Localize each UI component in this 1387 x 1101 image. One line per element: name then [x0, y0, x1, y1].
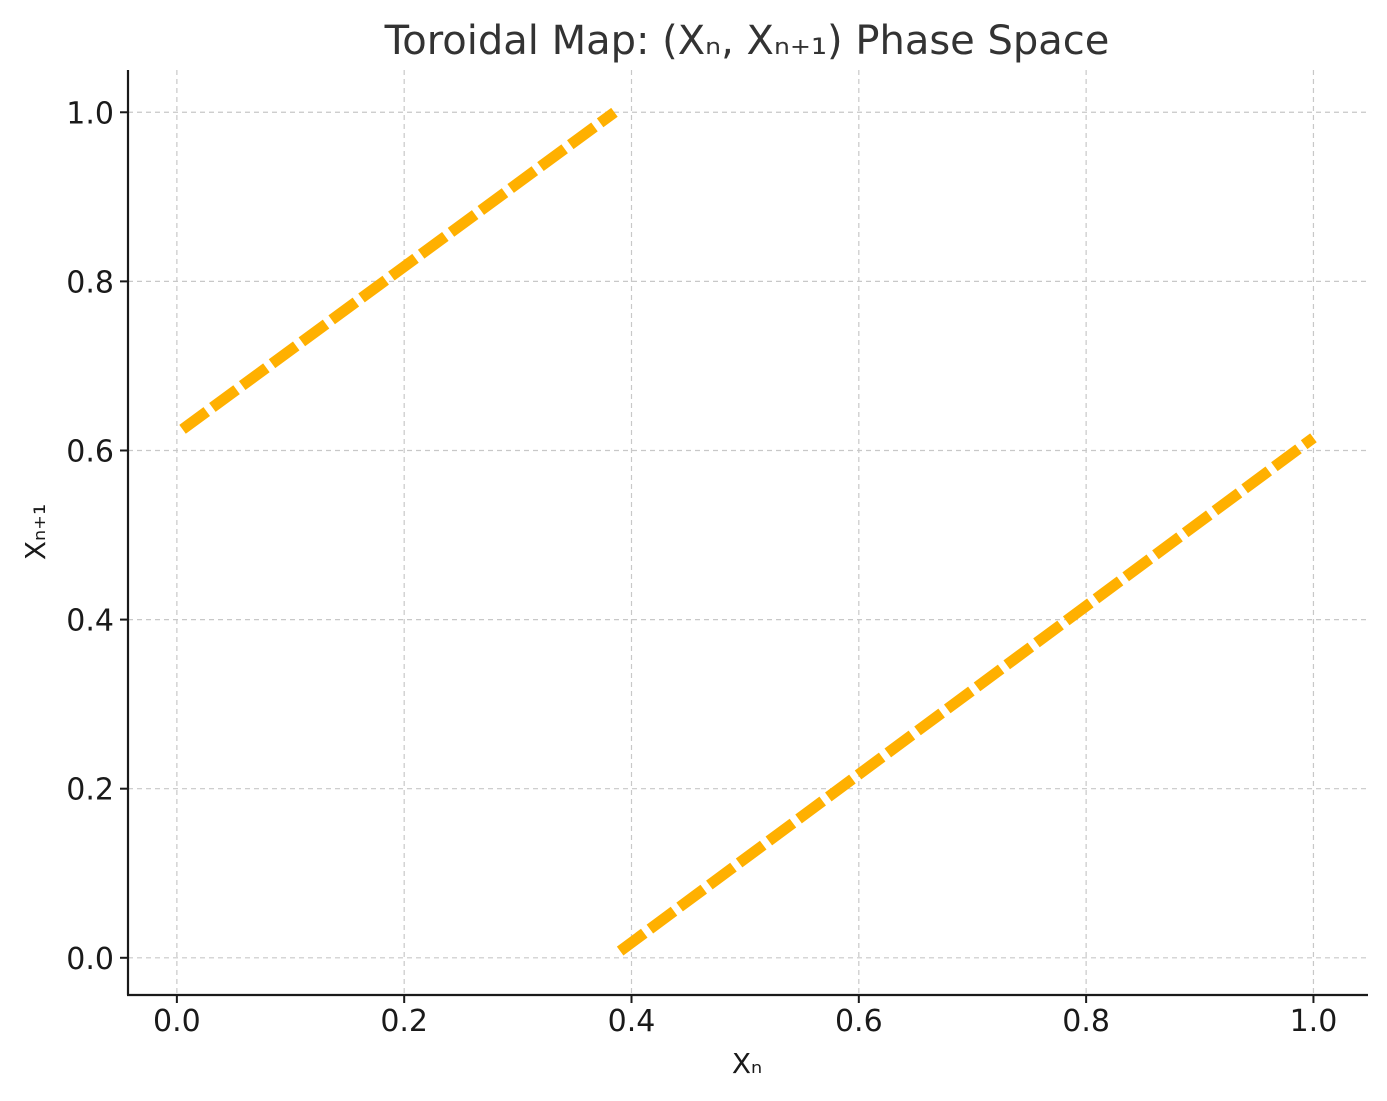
grid — [128, 70, 1368, 995]
x-axis-label: Xₙ — [732, 1047, 762, 1080]
chart-title: Toroidal Map: (Xₙ, Xₙ₊₁) Phase Space — [384, 18, 1110, 64]
y-tick-label: 0.6 — [66, 434, 114, 469]
x-tick-label: 0.0 — [153, 1004, 201, 1039]
x-tick-label: 1.0 — [1290, 1004, 1338, 1039]
axes — [126, 70, 1368, 997]
x-ticks: 0.0 0.2 0.4 0.6 0.8 1.0 — [153, 995, 1337, 1039]
x-tick-label: 0.2 — [380, 1004, 428, 1039]
y-tick-label: 0.2 — [66, 773, 114, 808]
series-segment-1 — [179, 107, 618, 434]
series-layer — [179, 107, 1317, 956]
y-tick-label: 1.0 — [66, 96, 114, 131]
series-segment-2 — [616, 433, 1317, 956]
y-axis-label: Xₙ₊₁ — [19, 504, 52, 560]
x-tick-label: 0.6 — [835, 1004, 883, 1039]
x-tick-label: 0.4 — [608, 1004, 656, 1039]
y-tick-label: 0.4 — [66, 604, 114, 639]
y-tick-label: 0.8 — [66, 265, 114, 300]
y-tick-label: 0.0 — [66, 942, 114, 977]
x-tick-label: 0.8 — [1062, 1004, 1110, 1039]
y-ticks: 0.0 0.2 0.4 0.6 0.8 1.0 — [66, 96, 128, 977]
